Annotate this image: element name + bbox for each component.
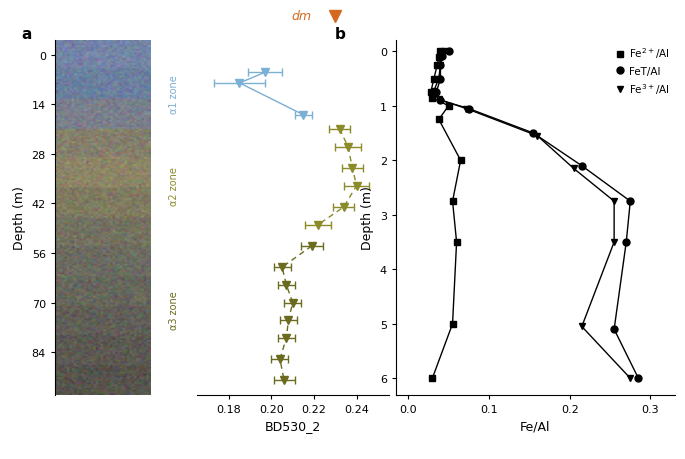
X-axis label: Fe/Al: Fe/Al <box>520 419 551 432</box>
Line: FeT/Al: FeT/Al <box>433 49 642 382</box>
FeT/Al <box>438 54 446 59</box>
FeT/Al <box>436 63 445 68</box>
Line: Fe$^{2+}$/Al: Fe$^{2+}$/Al <box>427 49 464 382</box>
Fe$^{3+}$/Al <box>533 134 541 139</box>
FeT/Al <box>626 199 634 204</box>
Fe$^{3+}$/Al <box>436 56 445 62</box>
FeT/Al <box>445 50 453 55</box>
Fe$^{2+}$/Al <box>436 50 445 55</box>
Fe$^{3+}$/Al <box>435 97 443 103</box>
Fe$^{2+}$/Al <box>449 199 457 204</box>
Y-axis label: Depth (m): Depth (m) <box>13 186 26 250</box>
Fe$^{3+}$/Al <box>577 324 586 330</box>
Fe$^{2+}$/Al <box>433 63 441 68</box>
Text: α3 zone: α3 zone <box>169 291 179 329</box>
FeT/Al <box>464 106 473 112</box>
FeT/Al <box>622 240 630 245</box>
Fe$^{3+}$/Al <box>626 375 634 381</box>
Fe$^{2+}$/Al <box>435 118 443 123</box>
Line: Fe$^{3+}$/Al: Fe$^{3+}$/Al <box>430 49 634 382</box>
Fe$^{3+}$/Al <box>570 166 578 172</box>
FeT/Al <box>610 327 619 332</box>
Text: α2 zone: α2 zone <box>169 167 179 206</box>
Text: α1 zone: α1 zone <box>169 75 179 114</box>
Text: b: b <box>335 27 345 42</box>
Text: dm: dm <box>292 10 312 23</box>
FeT/Al <box>577 163 586 169</box>
Fe$^{2+}$/Al <box>445 104 453 109</box>
Fe$^{2+}$/Al <box>428 375 436 381</box>
FeT/Al <box>634 375 643 381</box>
Fe$^{3+}$/Al <box>430 89 438 94</box>
Fe$^{3+}$/Al <box>610 199 619 204</box>
Fe$^{3+}$/Al <box>436 63 445 68</box>
FeT/Al <box>432 90 440 96</box>
Fe$^{3+}$/Al <box>462 106 471 112</box>
X-axis label: BD530_2: BD530_2 <box>264 419 321 432</box>
Fe$^{2+}$/Al <box>449 321 457 327</box>
Y-axis label: Depth (m): Depth (m) <box>361 186 374 250</box>
FeT/Al <box>436 77 445 82</box>
FeT/Al <box>530 131 538 136</box>
Fe$^{2+}$/Al <box>453 240 461 245</box>
Fe$^{3+}$/Al <box>610 240 619 245</box>
Fe$^{2+}$/Al <box>427 90 435 96</box>
Fe$^{2+}$/Al <box>435 55 443 61</box>
Fe$^{2+}$/Al <box>428 95 436 101</box>
FeT/Al <box>436 98 445 104</box>
Fe$^{2+}$/Al <box>430 77 438 82</box>
Fe$^{2+}$/Al <box>456 158 464 164</box>
Fe$^{3+}$/Al <box>435 77 443 82</box>
Legend: Fe$^{2+}$/Al, FeT/Al, Fe$^{3+}$/Al: Fe$^{2+}$/Al, FeT/Al, Fe$^{3+}$/Al <box>616 46 669 96</box>
Text: a: a <box>21 27 32 42</box>
Fe$^{3+}$/Al <box>440 50 449 55</box>
